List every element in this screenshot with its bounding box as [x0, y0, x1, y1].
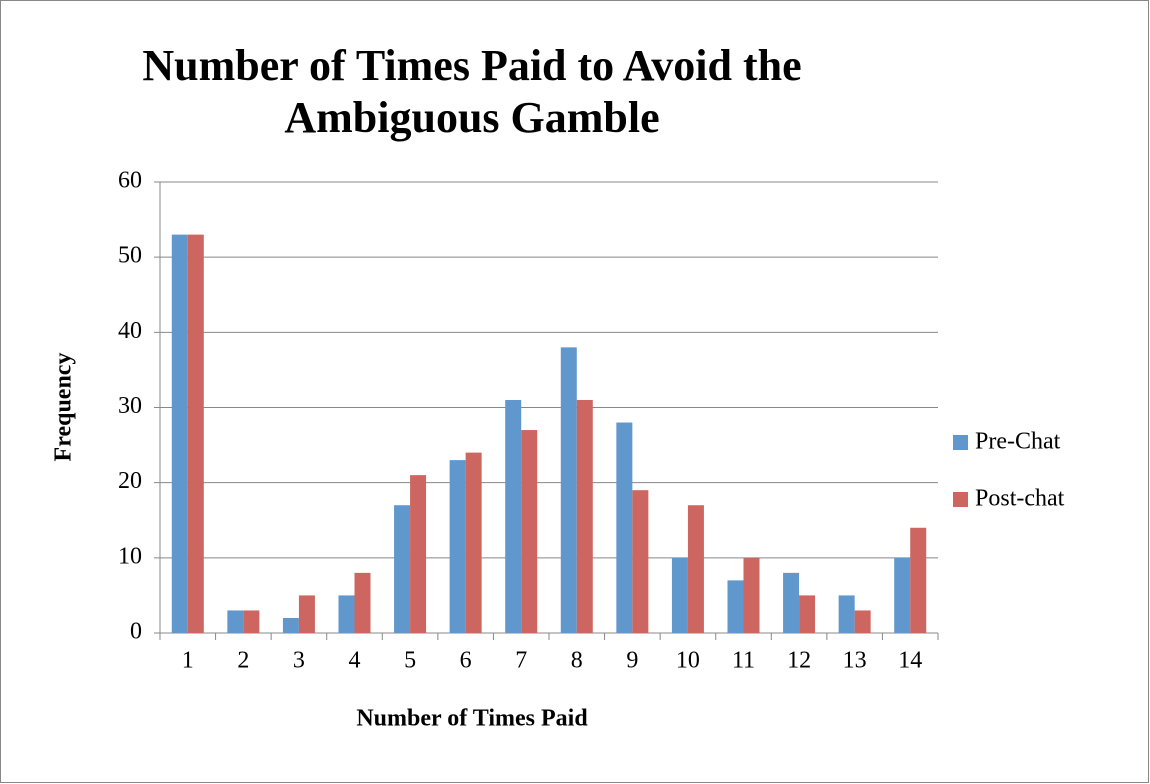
y-tick-label: 0: [130, 619, 142, 645]
y-tick-label: 60: [118, 168, 142, 194]
legend-swatch: [953, 435, 968, 450]
x-tick-label: 8: [571, 648, 583, 674]
x-tick-label: 12: [787, 648, 811, 674]
bar: [838, 595, 855, 633]
bar: [187, 234, 204, 633]
y-tick-label: 50: [118, 243, 142, 269]
x-tick-label: 6: [460, 648, 472, 674]
y-axis-title: Frequency: [51, 353, 77, 462]
x-tick-label: 13: [843, 648, 867, 674]
x-tick-label: 9: [626, 648, 638, 674]
bar: [449, 460, 466, 633]
bar: [894, 557, 911, 633]
bar: [910, 527, 927, 633]
bar: [282, 617, 299, 633]
x-tick-label: 3: [293, 648, 305, 674]
bar: [171, 234, 188, 633]
bar: [354, 572, 371, 633]
y-tick-label: 30: [118, 393, 142, 419]
legend-label: Post-chat: [975, 486, 1065, 512]
bar: [799, 595, 816, 633]
bar: [632, 490, 649, 633]
bar: [410, 475, 427, 633]
x-tick-label: 4: [349, 648, 361, 674]
bar: [671, 557, 688, 633]
x-tick-label: 14: [898, 648, 922, 674]
bar: [243, 610, 260, 633]
bar: [616, 422, 633, 633]
x-tick-label: 5: [404, 648, 416, 674]
bar: [576, 399, 593, 633]
y-tick-label: 20: [118, 468, 142, 494]
legend-swatch: [953, 492, 968, 507]
bar: [465, 452, 482, 633]
x-tick-label: 2: [237, 648, 249, 674]
bar: [743, 557, 760, 633]
x-tick-label: 10: [676, 648, 700, 674]
legend-label: Pre-Chat: [975, 429, 1061, 455]
y-tick-label: 40: [118, 318, 142, 344]
x-tick-label: 11: [732, 648, 755, 674]
bar: [687, 505, 704, 633]
bar: [854, 610, 871, 633]
bar: [298, 595, 315, 633]
x-tick-label: 1: [182, 648, 194, 674]
bar: [227, 610, 244, 633]
bar: [560, 347, 577, 633]
bar: [521, 430, 538, 633]
bar: [394, 505, 411, 633]
x-axis-title: Number of Times Paid: [356, 706, 588, 732]
chart-title: Number of Times Paid to Avoid the Ambigu…: [142, 41, 802, 142]
bar: [783, 572, 800, 633]
bar: [505, 399, 522, 633]
bar: [727, 580, 744, 633]
y-tick-label: 10: [118, 543, 142, 569]
bar: [338, 595, 355, 633]
x-tick-label: 7: [515, 648, 527, 674]
